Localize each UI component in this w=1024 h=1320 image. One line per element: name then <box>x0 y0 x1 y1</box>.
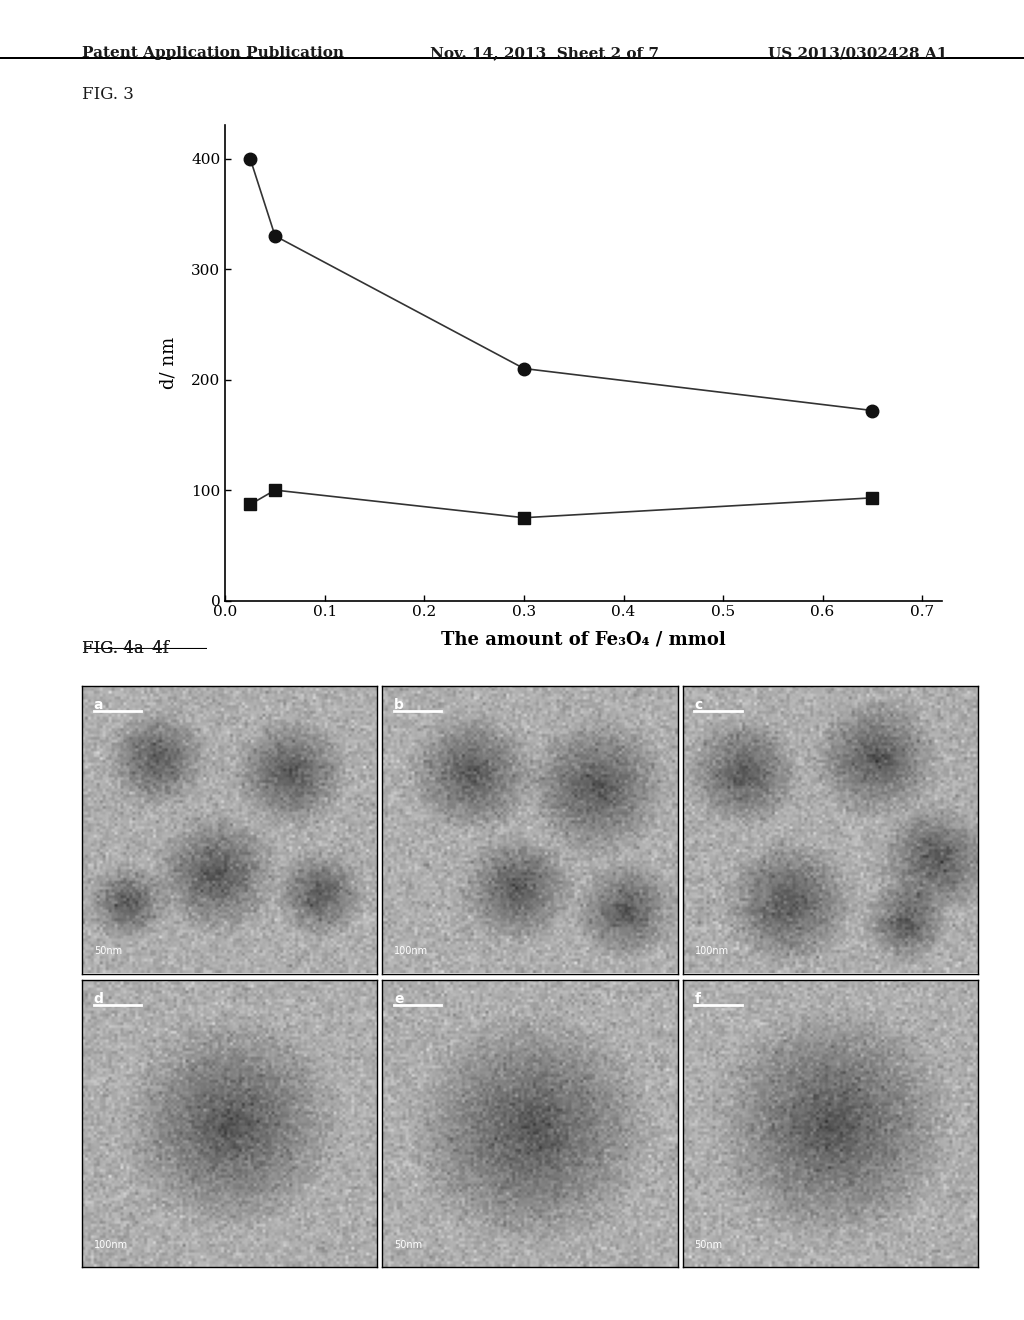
Text: 100nm: 100nm <box>94 1239 128 1250</box>
Text: Nov. 14, 2013  Sheet 2 of 7: Nov. 14, 2013 Sheet 2 of 7 <box>430 46 659 61</box>
Text: US 2013/0302428 A1: US 2013/0302428 A1 <box>768 46 947 61</box>
Text: c: c <box>694 698 702 711</box>
Text: FIG. 4a–4f: FIG. 4a–4f <box>82 640 169 657</box>
Text: FIG. 4a–4f: FIG. 4a–4f <box>82 640 169 657</box>
Text: d: d <box>94 991 103 1006</box>
Y-axis label: d/ nm: d/ nm <box>160 337 177 389</box>
Text: 100nm: 100nm <box>394 946 428 956</box>
Text: f: f <box>694 991 700 1006</box>
Text: a: a <box>94 698 103 711</box>
Text: Patent Application Publication: Patent Application Publication <box>82 46 344 61</box>
Text: e: e <box>394 991 403 1006</box>
Text: 50nm: 50nm <box>694 1239 723 1250</box>
Text: FIG. 3: FIG. 3 <box>82 86 134 103</box>
Text: 100nm: 100nm <box>694 946 729 956</box>
Text: b: b <box>394 698 404 711</box>
Text: 50nm: 50nm <box>94 946 122 956</box>
X-axis label: The amount of Fe₃O₄ / mmol: The amount of Fe₃O₄ / mmol <box>441 631 726 648</box>
Text: 50nm: 50nm <box>394 1239 422 1250</box>
